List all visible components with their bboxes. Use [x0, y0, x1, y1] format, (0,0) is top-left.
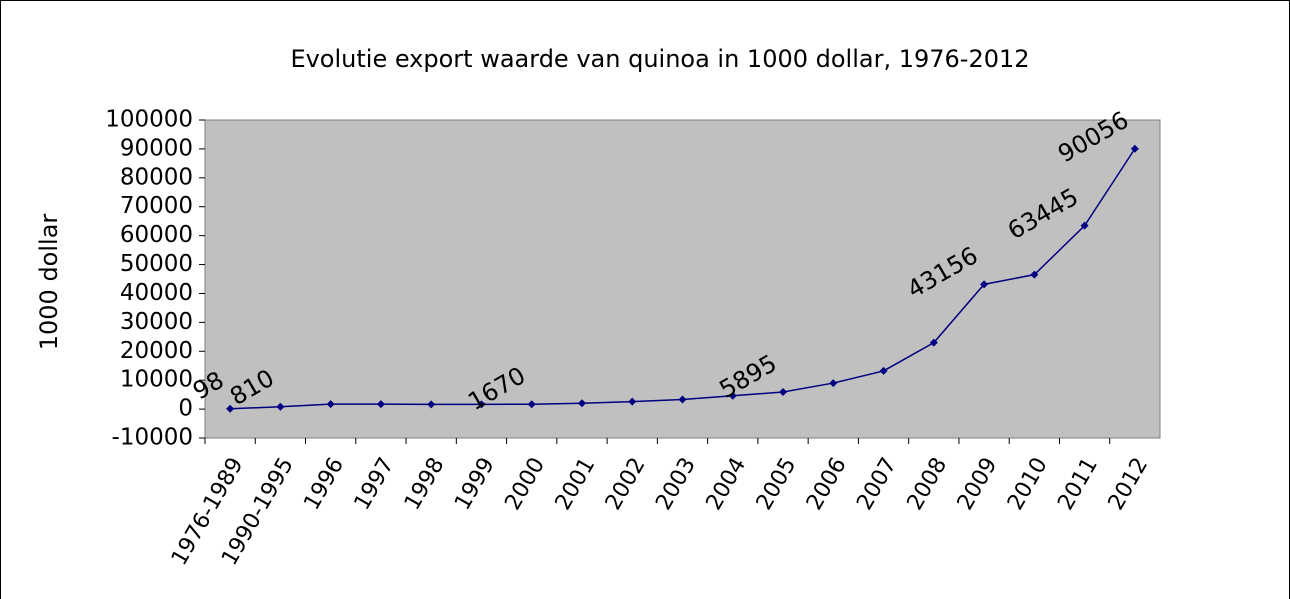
- y-tick-label: 50000: [120, 251, 193, 277]
- x-tick-label: 2009: [953, 454, 1003, 515]
- data-point: [226, 404, 235, 413]
- data-point: [276, 402, 285, 411]
- y-axis-label: 1000 dollar: [35, 214, 63, 351]
- y-tick-label: 20000: [120, 338, 193, 364]
- y-tick-label: 70000: [120, 193, 193, 219]
- data-point: [628, 397, 637, 406]
- data-point: [427, 400, 436, 409]
- y-tick-label: 100000: [105, 107, 193, 133]
- y-tick-label: -10000: [112, 425, 193, 451]
- x-tick-label: 2002: [601, 454, 651, 515]
- data-point: [477, 400, 486, 409]
- x-tick-label: 2006: [802, 454, 852, 515]
- y-tick-label: 80000: [120, 164, 193, 190]
- x-tick-label: 2008: [903, 454, 953, 515]
- y-tick-label: 60000: [120, 222, 193, 248]
- data-point: [728, 391, 737, 400]
- x-tick-label: 1999: [450, 454, 500, 515]
- data-point: [326, 400, 335, 409]
- x-tick-label: 2007: [852, 454, 902, 515]
- y-tick-label: 90000: [120, 135, 193, 161]
- x-tick-label: 2005: [752, 454, 802, 515]
- data-point: [779, 388, 788, 397]
- data-point: [929, 338, 938, 347]
- data-point: [1030, 270, 1039, 279]
- x-tick-label: 2000: [500, 454, 550, 515]
- x-tick-label: 1998: [400, 454, 450, 515]
- chart-title: Evolutie export waarde van quinoa in 100…: [290, 45, 1029, 73]
- x-tick-label: 2012: [1104, 454, 1154, 515]
- data-point: [829, 379, 838, 388]
- y-tick-label: 0: [178, 396, 193, 422]
- plot-area: [204, 119, 1161, 439]
- data-point: [527, 400, 536, 409]
- x-tick-label: 2011: [1053, 454, 1103, 515]
- data-point: [1080, 221, 1089, 230]
- data-point: [678, 395, 687, 404]
- data-point: [1130, 144, 1139, 153]
- data-point: [879, 366, 888, 375]
- x-tick-label: 2004: [702, 454, 752, 515]
- y-tick-label: 30000: [120, 309, 193, 335]
- x-tick-label: 2010: [1003, 454, 1053, 515]
- data-point: [980, 280, 989, 289]
- data-point: [577, 399, 586, 408]
- x-tick-label: 2001: [551, 454, 601, 515]
- x-tick-label: 1997: [350, 454, 400, 515]
- data-point: [376, 400, 385, 409]
- x-tick-label: 1996: [299, 454, 349, 515]
- y-tick-label: 40000: [120, 280, 193, 306]
- x-tick-label: 2003: [651, 454, 701, 515]
- y-tick-label: 10000: [120, 367, 193, 393]
